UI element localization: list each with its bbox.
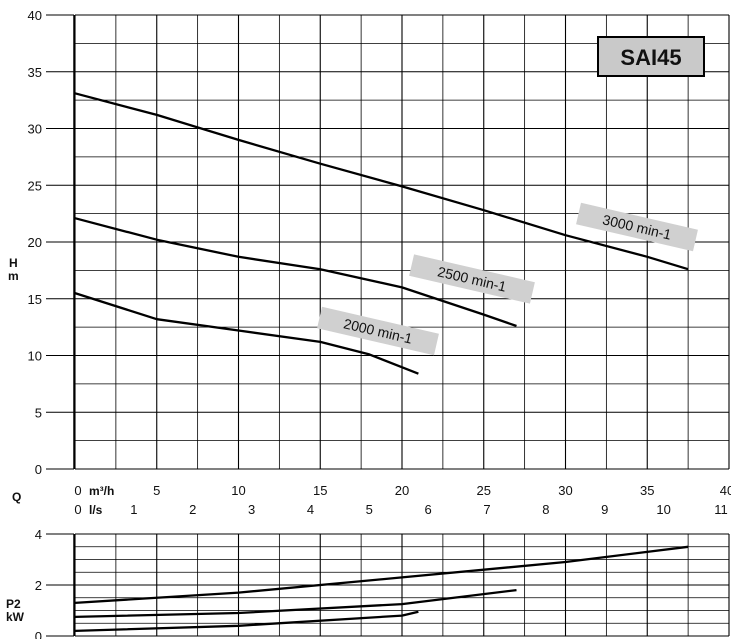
- x-tick-label-ls: 5: [366, 502, 373, 517]
- x-tick-label-ls: 1: [130, 502, 137, 517]
- y-axis-unit-m: m: [8, 269, 19, 283]
- x-tick-label-ls: 4: [307, 502, 314, 517]
- x-tick-label-ls: 7: [483, 502, 490, 517]
- curve-label-2000: 2000 min-1: [317, 306, 439, 356]
- x-tick-label-ls: 9: [601, 502, 608, 517]
- x-axis-unit-ls: l/s: [89, 503, 103, 517]
- x-axis-label-q: Q: [12, 490, 21, 504]
- x-tick-label-ls: 11: [714, 502, 728, 517]
- p2-curve: [74, 545, 689, 605]
- x-tick-label-m3h: 30: [558, 483, 572, 498]
- h-y-tick-label: 30: [28, 122, 42, 137]
- x-tick-label-ls: 2: [189, 502, 196, 517]
- h-curve: [74, 217, 517, 328]
- p2-curve: [74, 610, 419, 633]
- x-tick-label-ls: 8: [542, 502, 549, 517]
- x-tick-label-m3h: 20: [395, 483, 409, 498]
- h-curve: [74, 292, 419, 375]
- x-axis-unit-m3h: m³/h: [89, 484, 114, 498]
- y2-axis-label-p2: P2: [6, 597, 21, 611]
- h-y-tick-label: 5: [35, 405, 42, 420]
- h-y-tick-label: 25: [28, 178, 42, 193]
- h-y-tick-label: 40: [28, 8, 42, 23]
- y2-axis-unit-kw: kW: [6, 610, 25, 624]
- p2-y-tick-label: 4: [35, 527, 42, 542]
- h-y-tick-label: 35: [28, 65, 42, 80]
- p2-y-tick-label: 2: [35, 578, 42, 593]
- h-y-tick-label: 10: [28, 349, 42, 364]
- x-tick-label-m3h: 15: [313, 483, 327, 498]
- x-tick-label-m3h: 5: [153, 483, 160, 498]
- model-badge: SAI45: [597, 36, 705, 77]
- x-tick-label-m3h: 40: [720, 483, 731, 498]
- p2-curve: [74, 588, 517, 619]
- x-tick-label-ls: 0: [74, 502, 81, 517]
- curves: [74, 92, 689, 633]
- h-y-tick-label: 0: [35, 462, 42, 477]
- h-curve: [74, 92, 689, 271]
- h-y-tick-label: 20: [28, 235, 42, 250]
- model-badge-text: SAI45: [620, 45, 681, 70]
- x-tick-label-m3h: 35: [640, 483, 654, 498]
- x-tick-label-m3h: 0: [74, 483, 81, 498]
- h-y-tick-label: 15: [28, 292, 42, 307]
- x-tick-label-m3h: 25: [477, 483, 491, 498]
- x-tick-label-ls: 10: [656, 502, 670, 517]
- grids: [73, 14, 730, 637]
- x-tick-label-ls: 6: [425, 502, 432, 517]
- x-tick-label-m3h: 10: [231, 483, 245, 498]
- p2-y-tick-label: 0: [35, 629, 42, 639]
- x-tick-label-ls: 3: [248, 502, 255, 517]
- y-axis-label-h: H: [9, 256, 18, 270]
